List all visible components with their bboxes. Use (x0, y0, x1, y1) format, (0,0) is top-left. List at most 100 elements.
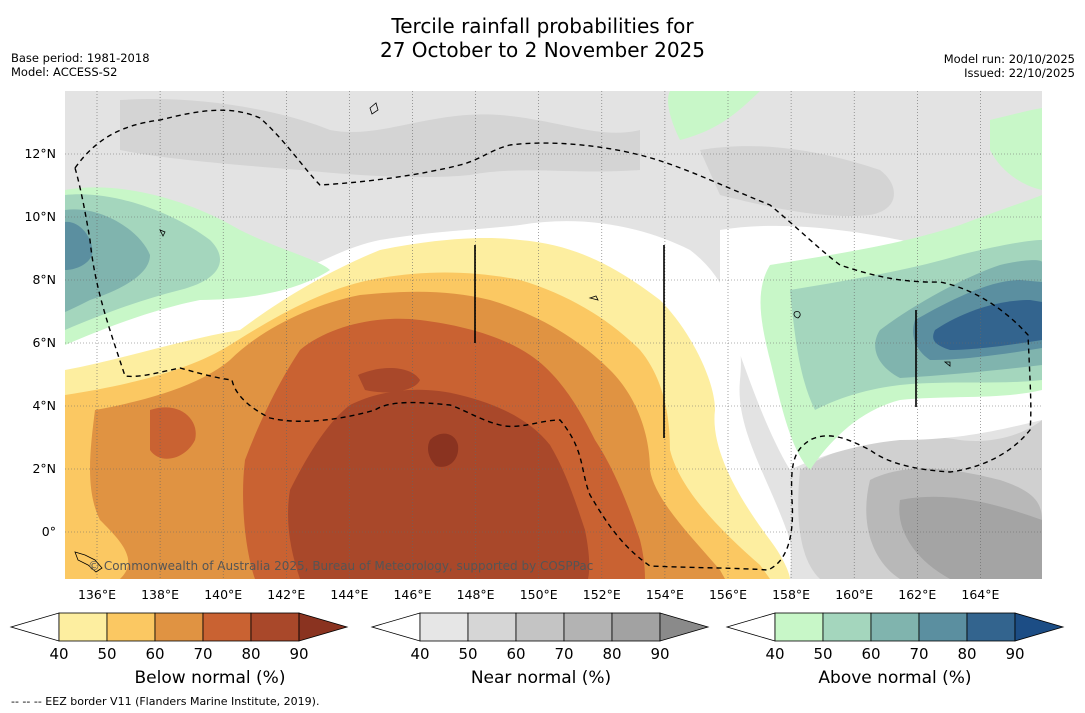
map-title: Tercile rainfall probabilities for 27 Oc… (0, 14, 1085, 62)
colorbar-tick-label: 70 (554, 645, 573, 663)
below-80-zone (288, 389, 590, 579)
island-6 (943, 361, 951, 367)
lat-label: 12°N (24, 146, 56, 161)
colorbar-segment (106, 612, 156, 642)
colorbar-tick-label: 40 (410, 645, 429, 663)
lon-label: 142°E (267, 587, 305, 602)
colorbar-tick-label: 60 (861, 645, 880, 663)
title-line-1: Tercile rainfall probabilities for (391, 14, 694, 38)
colorbar-tick-label: 80 (602, 645, 621, 663)
issued-text: Issued: 22/10/2025 (964, 66, 1075, 80)
colorbar-segment (870, 612, 920, 642)
colorbar-segment (467, 612, 517, 642)
lon-label: 146°E (393, 587, 431, 602)
colorbar-segment (202, 612, 252, 642)
colorbar-over-triangle (298, 612, 349, 642)
colorbar-segment (774, 612, 824, 642)
lon-label: 158°E (772, 587, 810, 602)
island-3 (793, 311, 801, 319)
above-50-north (668, 91, 760, 140)
model-run-text: Model run: 20/10/2025 (943, 52, 1075, 66)
colorbar-segment (419, 612, 469, 642)
colorbar-segment (822, 612, 872, 642)
colorbar-tick-label: 60 (145, 645, 164, 663)
model-text: Model: ACCESS-S2 (11, 65, 118, 79)
colorbar-tick-label: 90 (650, 645, 669, 663)
island-1 (369, 102, 379, 115)
colorbar-over-triangle (659, 612, 710, 642)
colorbar-segment (611, 612, 661, 642)
eez-border-path (74, 109, 1032, 571)
graticule (65, 91, 1042, 579)
near-normal-80-se (899, 496, 1042, 579)
lat-label: 0° (42, 524, 56, 539)
meta-right: Model run: 20/10/2025 Issued: 22/10/2025 (944, 52, 1075, 80)
eez-footnote: -- -- -- EEZ border V11 (Flanders Marine… (11, 695, 320, 708)
near-normal-colorbar: 40 50 60 70 80 90 (370, 612, 710, 663)
below-normal-colorbar: 40 50 60 70 80 90 (9, 612, 349, 663)
lon-label: 150°E (520, 587, 558, 602)
lat-label: 4°N (32, 398, 56, 413)
below-80-north-patch (358, 368, 420, 393)
colorbar-tick-label: 50 (813, 645, 832, 663)
lat-label: 8°N (32, 272, 56, 287)
lat-label: 6°N (32, 335, 56, 350)
lat-label: 2°N (32, 461, 56, 476)
colorbar-tick-label: 90 (1005, 645, 1024, 663)
near-normal-50-ne (700, 146, 894, 216)
meta-left: Base period: 1981-2018 Model: ACCESS-S2 (11, 51, 150, 79)
colorbar-under-triangle (9, 612, 60, 642)
colorbar-segment (515, 612, 565, 642)
colorbars: 40 50 60 70 80 90 40 50 60 70 80 90 40 50 60 70 80 90 (9, 612, 1065, 663)
above-normal-title: Above normal (%) (818, 668, 972, 688)
colorbar-under-triangle (725, 612, 776, 642)
colorbar-tick-label: 70 (193, 645, 212, 663)
above-50-far-east (990, 108, 1042, 190)
island-4 (74, 551, 103, 573)
island-2 (159, 229, 166, 237)
longitude-labels: 136°E 138°E 140°E 142°E 144°E 146°E 148°E 150°E… (78, 587, 1000, 602)
colorbar-tick-label: 40 (765, 645, 784, 663)
credit-text: © Commonwealth of Australia 2025, Bureau… (88, 559, 593, 573)
near-normal-title: Near normal (%) (470, 668, 612, 688)
lon-label: 162°E (898, 587, 936, 602)
colorbar-tick-label: 40 (49, 645, 68, 663)
colorbar-tick-label: 70 (909, 645, 928, 663)
colorbar-tick-label: 60 (506, 645, 525, 663)
below-normal-title: Below normal (%) (134, 668, 286, 688)
map-fill-layer (65, 91, 1042, 579)
lon-label: 156°E (709, 587, 747, 602)
latitude-labels: 12°N 10°N 8°N 6°N 4°N 2°N 0° (24, 146, 56, 539)
islands (74, 102, 951, 573)
lon-label: 144°E (330, 587, 368, 602)
base-period-text: Base period: 1981-2018 (11, 51, 150, 65)
colorbar-segment (918, 612, 968, 642)
colorbar-tick-label: 90 (289, 645, 308, 663)
lon-label: 140°E (204, 587, 242, 602)
colorbar-under-triangle (370, 612, 421, 642)
below-90-patch (428, 433, 459, 467)
colorbar-segment (154, 612, 204, 642)
colorbar-tick-label: 50 (458, 645, 477, 663)
lon-label: 136°E (78, 587, 116, 602)
boundary-lines (474, 245, 917, 438)
colorbar-tick-label: 50 (97, 645, 116, 663)
near-normal-50-north (120, 99, 640, 178)
colorbar-segment (966, 612, 1016, 642)
title-line-2: 27 October to 2 November 2025 (379, 38, 706, 62)
lat-label: 10°N (24, 209, 56, 224)
colorbar-segment (58, 612, 108, 642)
above-normal-colorbar: 40 50 60 70 80 90 (725, 612, 1065, 663)
above-90-east (933, 300, 1042, 350)
colorbar-over-triangle (1014, 612, 1065, 642)
island-5 (588, 295, 599, 301)
above-80-west (65, 221, 93, 270)
colorbar-tick-label: 80 (957, 645, 976, 663)
below-70-west-patch (150, 407, 196, 459)
eez-border (74, 109, 1032, 571)
lon-label: 138°E (141, 587, 179, 602)
lon-label: 148°E (457, 587, 495, 602)
lon-label: 154°E (646, 587, 684, 602)
lon-label: 152°E (583, 587, 621, 602)
